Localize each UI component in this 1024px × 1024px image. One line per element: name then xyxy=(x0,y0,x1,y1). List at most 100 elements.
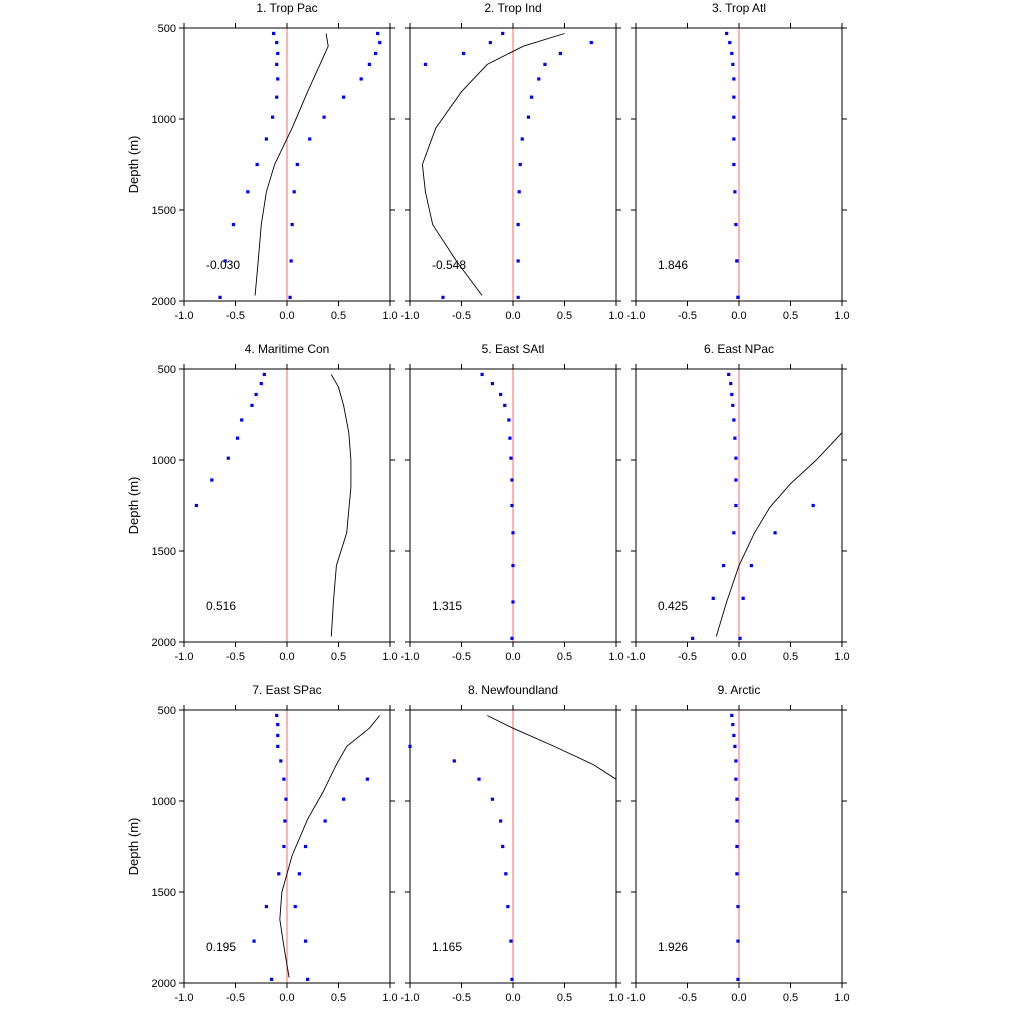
data-point xyxy=(218,295,222,299)
data-point xyxy=(732,418,736,422)
x-tick-label: 0.0 xyxy=(731,310,746,322)
x-tick-label: 0.0 xyxy=(279,992,294,1004)
panel-stat: 0.425 xyxy=(658,599,688,613)
x-tick-label: 1.0 xyxy=(608,310,623,322)
data-point xyxy=(223,259,227,263)
y-tick-label: 1000 xyxy=(152,455,176,467)
data-point xyxy=(734,759,738,763)
data-point xyxy=(730,392,734,397)
x-tick-label: -0.5 xyxy=(452,310,471,322)
data-point xyxy=(264,904,268,909)
data-point-secondary xyxy=(322,115,326,119)
data-point-secondary xyxy=(288,295,292,299)
data-point-secondary xyxy=(303,939,308,943)
data-point-secondary xyxy=(365,777,369,781)
data-point-secondary xyxy=(297,872,301,876)
data-point xyxy=(736,977,740,981)
data-point xyxy=(511,563,515,568)
y-tick-label: 2000 xyxy=(152,978,176,990)
data-point xyxy=(254,392,258,397)
data-point xyxy=(210,478,214,482)
data-point xyxy=(408,744,412,748)
x-tick-label: 1.0 xyxy=(834,992,849,1004)
data-point xyxy=(461,51,466,56)
panel-title: 6. East NPac xyxy=(704,342,774,356)
data-point-secondary xyxy=(558,51,562,56)
x-tick-label: -0.5 xyxy=(226,310,245,322)
data-point xyxy=(275,713,279,718)
x-tick-label: 0.5 xyxy=(783,992,798,1004)
data-point-secondary xyxy=(735,259,739,263)
profile-line xyxy=(254,33,329,296)
x-tick-label: 1.0 xyxy=(382,651,397,663)
data-point xyxy=(194,503,198,508)
panel-title: 5. East SAtl xyxy=(482,342,545,356)
panel-title: 3. Trop Atl xyxy=(712,1,766,15)
data-point xyxy=(231,222,236,227)
x-tick-label: 0.5 xyxy=(783,651,798,663)
y-tick-label: 500 xyxy=(158,23,176,35)
x-tick-label: -1.0 xyxy=(627,310,646,322)
data-point-secondary xyxy=(516,295,520,299)
data-point-secondary xyxy=(749,563,753,568)
data-point xyxy=(510,478,514,482)
data-point xyxy=(488,40,492,45)
x-tick-label: 1.0 xyxy=(834,651,849,663)
data-point xyxy=(283,819,287,823)
data-point-secondary xyxy=(308,137,312,141)
panel-stat: 0.516 xyxy=(206,599,236,613)
data-point xyxy=(270,115,275,119)
data-point-secondary xyxy=(543,62,547,66)
data-point xyxy=(736,904,740,909)
panel-9: 9. Arctic -1.0 -0.5 0.0 0.5 1.0 1.926 xyxy=(627,683,850,1004)
x-tick-label: -0.5 xyxy=(452,651,471,663)
data-point xyxy=(226,456,230,460)
x-tick-label: -0.5 xyxy=(678,651,697,663)
data-point xyxy=(240,418,244,422)
panel-stat: -0.030 xyxy=(206,258,240,272)
data-point-secondary xyxy=(342,797,346,801)
data-point-secondary xyxy=(306,977,310,981)
profile-line xyxy=(330,374,352,637)
data-point xyxy=(490,381,494,386)
data-point xyxy=(507,418,511,422)
data-point xyxy=(246,190,250,194)
data-point xyxy=(732,115,736,119)
data-point-secondary xyxy=(293,904,297,909)
data-point xyxy=(269,977,274,981)
y-tick-label: 500 xyxy=(158,705,176,717)
data-point xyxy=(276,744,280,748)
data-point xyxy=(275,62,279,66)
data-point xyxy=(510,503,514,508)
data-point xyxy=(729,381,733,386)
profile-line xyxy=(279,715,381,978)
data-point xyxy=(264,137,268,141)
x-tick-label: -0.5 xyxy=(452,992,471,1004)
x-tick-label: 1.0 xyxy=(608,992,623,1004)
panel-title: 7. East SPac xyxy=(252,683,321,697)
data-point xyxy=(259,381,263,386)
data-point xyxy=(262,372,266,377)
x-tick-label: 0.0 xyxy=(279,310,294,322)
data-point-secondary xyxy=(589,40,593,45)
data-point xyxy=(506,904,510,909)
x-tick-label: -1.0 xyxy=(401,310,420,322)
panel-stat: 0.195 xyxy=(206,940,236,954)
data-point xyxy=(734,478,738,482)
data-point xyxy=(255,162,259,167)
data-point xyxy=(735,872,739,876)
data-point xyxy=(730,713,734,718)
data-point xyxy=(235,436,240,440)
data-point xyxy=(509,456,513,460)
data-point xyxy=(732,77,736,81)
data-point xyxy=(510,977,514,981)
data-point xyxy=(250,403,254,407)
data-point-secondary xyxy=(367,62,371,66)
y-tick-label: 1000 xyxy=(152,114,176,126)
x-tick-label: 0.0 xyxy=(279,651,294,663)
data-point xyxy=(733,190,737,194)
x-tick-label: 0.5 xyxy=(331,992,346,1004)
data-point-secondary xyxy=(773,531,777,535)
panel-title: 1. Trop Pac xyxy=(256,1,317,15)
data-point xyxy=(275,40,279,45)
